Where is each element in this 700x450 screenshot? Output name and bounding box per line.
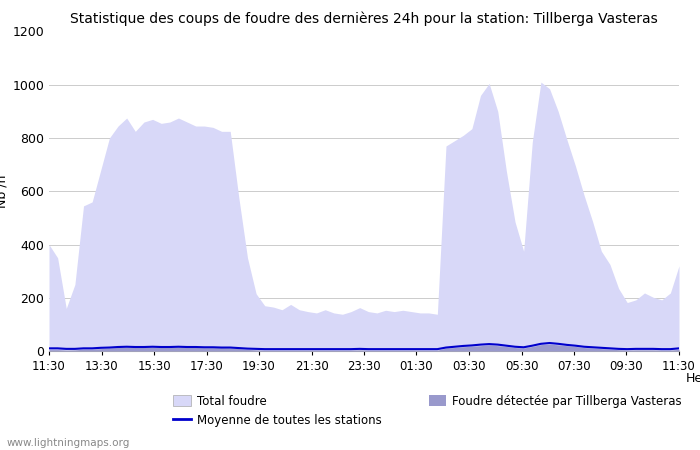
Text: Heure: Heure (685, 372, 700, 385)
Y-axis label: Nb /h: Nb /h (0, 175, 8, 208)
Legend: Total foudre, Moyenne de toutes les stations, Foudre détectée par Tillberga Vast: Total foudre, Moyenne de toutes les stat… (168, 390, 687, 432)
Title: Statistique des coups de foudre des dernières 24h pour la station: Tillberga Vas: Statistique des coups de foudre des dern… (70, 12, 658, 26)
Text: www.lightningmaps.org: www.lightningmaps.org (7, 438, 130, 448)
